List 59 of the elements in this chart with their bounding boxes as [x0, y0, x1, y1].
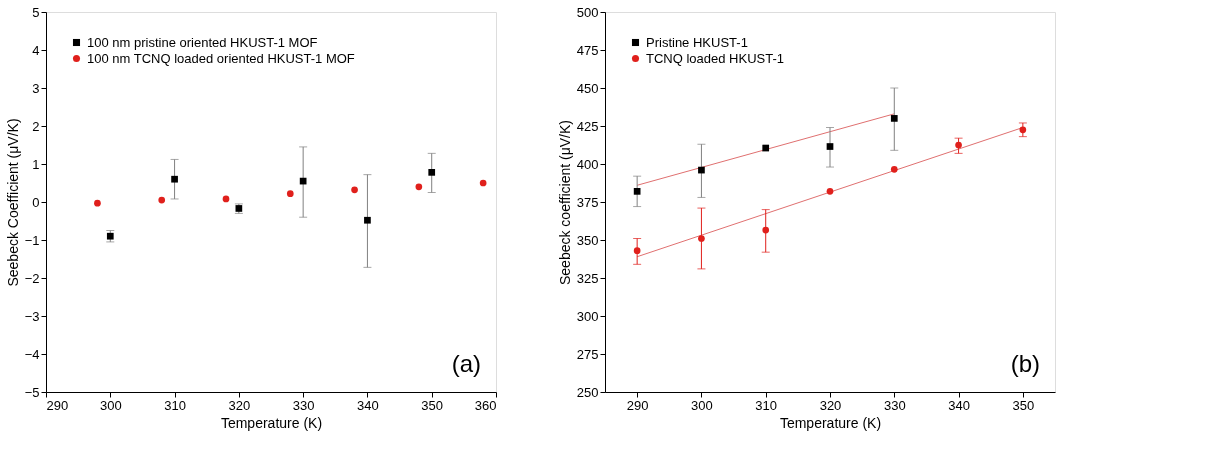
point [826, 143, 834, 150]
legend-label: 100 nm pristine oriented HKUST-1 MOF [87, 34, 318, 50]
y-tick-label: 5 [32, 4, 40, 20]
x-tick-label: 300 [691, 397, 713, 413]
x-tick-label: 340 [357, 397, 379, 413]
y-tick-label: 375 [576, 194, 599, 210]
point [890, 165, 898, 173]
y-tick-label: 300 [576, 308, 599, 324]
x-tick-label: 330 [292, 397, 315, 413]
legend-label: Pristine HKUST-1 [646, 34, 748, 50]
y-tick-label: 2 [32, 118, 40, 134]
x-tick-label: 300 [99, 397, 122, 413]
point [955, 141, 962, 149]
x-tick-label: 360 [474, 397, 497, 413]
x-tick-label: 330 [883, 397, 906, 413]
x-axis-title: Temperature (K) [220, 414, 323, 431]
point [826, 188, 834, 195]
y-tick-label: −1 [24, 232, 40, 248]
y-tick-label: 450 [576, 80, 599, 96]
point [1019, 126, 1027, 134]
x-tick-label: 350 [421, 397, 444, 413]
annotation: (b) [1010, 350, 1040, 377]
y-tick-label: 3 [32, 80, 40, 96]
y-tick-label: 425 [576, 118, 599, 134]
y-tick-label: 500 [576, 4, 599, 20]
y-axis-title: Seebeck coefficient (μV/K) [556, 120, 573, 285]
point [633, 247, 641, 254]
y-tick-label: −3 [24, 308, 40, 324]
x-tick-label: 320 [228, 397, 251, 413]
y-tick-label: 4 [32, 42, 40, 58]
x-tick-label: 340 [948, 397, 970, 413]
annotation: (a) [451, 350, 481, 377]
y-tick-label: 0 [32, 194, 40, 210]
x-axis-title: Temperature (K) [779, 414, 882, 431]
y-tick-label: −4 [24, 346, 40, 362]
x-tick-label: 290 [46, 397, 69, 413]
point [698, 235, 705, 242]
point [698, 166, 705, 174]
y-tick-label: 400 [576, 156, 599, 172]
legend-label: 100 nm TCNQ loaded oriented HKUST-1 MOF [87, 50, 355, 66]
y-tick-label: 1 [32, 156, 40, 172]
y-axis-title: Seebeck Coefficient (μV/K) [4, 118, 21, 287]
x-tick-label: 320 [819, 397, 842, 413]
point [762, 226, 770, 234]
y-tick-label: 350 [576, 232, 599, 248]
x-tick-label: 310 [755, 397, 778, 413]
x-tick-label: 350 [1012, 397, 1035, 413]
y-tick-label: 275 [576, 346, 599, 362]
y-tick-label: 475 [576, 42, 599, 58]
point [633, 188, 641, 195]
legend-label: TCNQ loaded HKUST-1 [646, 50, 784, 66]
point [890, 115, 898, 122]
x-tick-label: 290 [626, 397, 649, 413]
y-tick-label: −2 [24, 270, 40, 286]
x-tick-label: 310 [164, 397, 186, 413]
y-tick-label: 325 [576, 270, 599, 286]
y-tick-label: −5 [24, 384, 40, 400]
y-tick-label: 250 [576, 384, 599, 400]
point [762, 144, 770, 152]
